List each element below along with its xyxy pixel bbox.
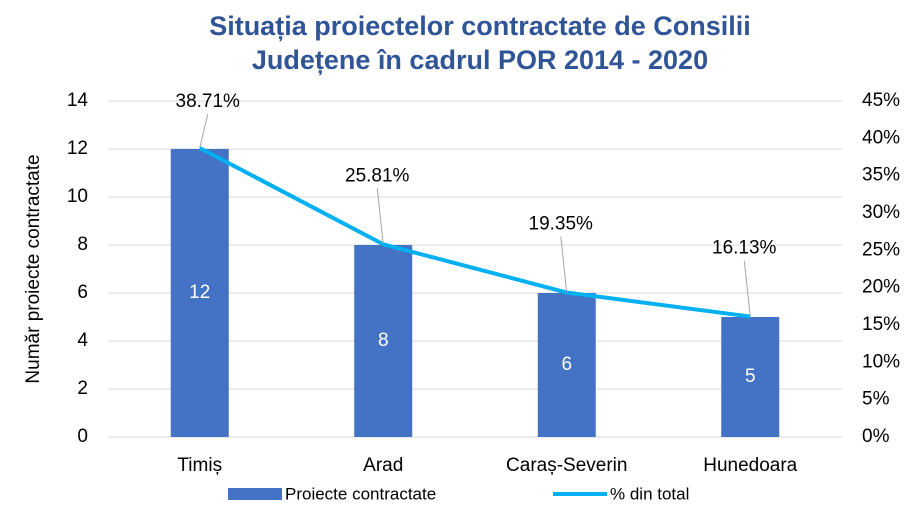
y2-tick-label: 30% <box>862 202 900 223</box>
line-value-label: 25.81% <box>345 165 410 186</box>
y-axis-label: Număr proiecte contractate <box>23 154 44 383</box>
y-tick-label: 10 <box>67 186 88 207</box>
y2-tick-label: 45% <box>862 90 900 111</box>
chart-title: Județene în cadrul POR 2014 - 2020 <box>252 45 708 75</box>
bar-value-label: 8 <box>378 330 389 351</box>
x-tick-label: Timiș <box>177 455 222 476</box>
y2-tick-label: 10% <box>862 351 900 372</box>
y-tick-label: 0 <box>77 426 88 447</box>
bar <box>721 317 780 437</box>
leader-line <box>560 236 568 293</box>
bar-value-label: 5 <box>745 366 756 387</box>
chart-title: Situația proiectelor contractate de Cons… <box>209 11 751 41</box>
y-tick-label: 14 <box>67 90 89 111</box>
y-tick-label: 6 <box>77 282 88 303</box>
legend-label: % din total <box>610 484 689 503</box>
x-tick-label: Hunedoara <box>703 455 797 476</box>
y2-tick-label: 35% <box>862 165 900 186</box>
bar-value-label: 6 <box>561 354 572 375</box>
y2-tick-label: 0% <box>862 426 890 447</box>
y-tick-label: 12 <box>67 138 88 159</box>
x-tick-label: Arad <box>363 455 403 476</box>
x-tick-label: Caraș-Severin <box>506 455 627 476</box>
bar-value-label: 12 <box>189 282 210 303</box>
legend-marker <box>228 488 282 500</box>
y2-tick-label: 15% <box>862 314 900 335</box>
legend-label: Proiecte contractate <box>285 484 436 503</box>
bar <box>537 293 596 437</box>
y-tick-label: 8 <box>77 234 88 255</box>
y2-tick-label: 40% <box>862 127 900 148</box>
y2-tick-label: 5% <box>862 389 890 410</box>
y-tick-label: 4 <box>77 330 88 351</box>
bar <box>354 245 413 437</box>
line <box>198 146 751 319</box>
y-tick-label: 2 <box>77 378 88 399</box>
leader-line <box>199 113 209 149</box>
leader-line <box>743 260 751 317</box>
line-value-label: 16.13% <box>712 238 777 259</box>
bar <box>170 149 229 437</box>
y2-tick-label: 25% <box>862 239 900 260</box>
line-value-label: 19.35% <box>529 214 594 235</box>
leader-line <box>376 188 384 245</box>
y2-tick-label: 20% <box>862 277 900 298</box>
line-value-label: 38.71% <box>176 91 241 112</box>
